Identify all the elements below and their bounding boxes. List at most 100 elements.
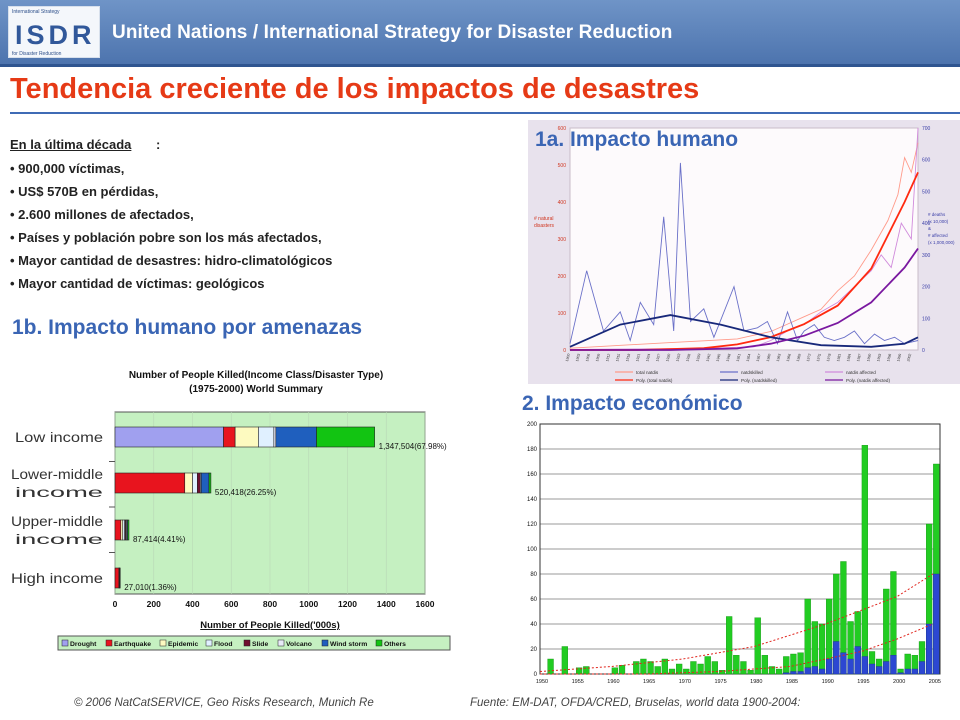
bar-economic <box>654 666 661 675</box>
y-right-tick-label: 300 <box>922 253 931 259</box>
y-tick-label: 140 <box>527 497 538 503</box>
legend-label: Poly. (total natdis) <box>636 378 673 383</box>
logo-caption-top: International Strategy <box>12 9 60 15</box>
bar-economic <box>811 621 818 675</box>
category-label: Upper-middle <box>11 514 103 529</box>
y-right-tick-label: 0 <box>922 348 925 354</box>
x-tick-label: 2000 <box>893 679 905 685</box>
human-impact-chart: 0 100 200 300 400 500 600 0 100 200 300 400 500 600 70… <box>534 126 955 383</box>
y-tick-label: 20 <box>530 647 537 653</box>
bullet-item: • 2.600 millones de afectados, <box>10 207 194 222</box>
bar-insured <box>854 646 861 675</box>
bar-economic <box>576 667 583 675</box>
legend-label: Drought <box>70 641 97 648</box>
category-label: Low income <box>15 430 103 445</box>
bar-economic <box>740 661 747 675</box>
y-tick-label: 80 <box>530 572 537 578</box>
y-right-axis-label: & <box>928 226 931 231</box>
bar-economic <box>547 658 554 675</box>
bar-economic <box>747 670 754 675</box>
x-tick-label: 1984 <box>846 353 852 362</box>
bar-insured <box>904 668 911 675</box>
legend-label: total natdis <box>636 370 659 375</box>
bar-segment <box>316 426 375 448</box>
x-tick-label: 1975 <box>714 679 726 685</box>
x-tick-label: 1996 <box>886 353 892 362</box>
bar-economic <box>783 656 790 675</box>
bar-segment <box>197 472 201 494</box>
y-left-tick-label: 500 <box>558 163 567 169</box>
bar-segment <box>114 426 224 448</box>
x-tick-label: 1921 <box>635 353 641 362</box>
bullet-item: • US$ 570B en pérdidas, <box>10 184 159 199</box>
trend-line-1 <box>540 623 934 675</box>
x-tick-label: 1955 <box>572 679 584 685</box>
x-tick-label: 1954 <box>746 353 752 362</box>
bar-insured <box>890 655 897 675</box>
y-right-tick-label: 100 <box>922 316 931 322</box>
economic-impact-chart: 0 20 40 60 80 100 120 140 160 180 200 1950 1955 1960 1… <box>527 422 941 685</box>
x-tick-label: 1960 <box>766 353 772 362</box>
x-tick-label: 1950 <box>536 679 548 685</box>
y-left-tick-label: 100 <box>558 311 567 317</box>
x-tick-label: 1927 <box>655 353 661 362</box>
x-tick-label: 1200 <box>338 599 357 609</box>
bar-insured <box>783 672 790 675</box>
legend-swatch <box>375 639 383 647</box>
y-left-tick-label: 0 <box>563 348 566 354</box>
x-tick-label: 1942 <box>706 353 712 362</box>
plot-area <box>569 127 919 351</box>
bar-segment <box>223 426 236 448</box>
y-tick-label: 200 <box>527 422 538 428</box>
y-right-axis-label: # deaths <box>928 212 946 217</box>
section-title-1b: 1b. Impacto humano por amenazas <box>12 316 363 339</box>
legend-swatch <box>205 639 213 647</box>
bullet-item: • 900,000 víctimas, <box>10 161 125 176</box>
bar-economic <box>768 666 776 675</box>
logo-caption-bottom: for Disaster Reduction <box>12 51 62 57</box>
x-tick-label: 1990 <box>822 679 834 685</box>
chart-title: (1975-2000) World Summary <box>189 384 323 395</box>
x-tick-label: 1957 <box>756 353 762 362</box>
x-tick-label: 1995 <box>857 679 869 685</box>
y-left-tick-label: 200 <box>558 274 567 280</box>
bar-economic <box>790 653 797 675</box>
bar-segment <box>114 472 186 494</box>
bar-insured <box>868 663 876 675</box>
bar-economic <box>761 655 768 675</box>
legend-label: Wind storm <box>330 641 367 648</box>
bar-segment <box>114 519 122 541</box>
legend-swatch <box>105 639 113 647</box>
bar-economic <box>647 661 654 675</box>
bar-economic <box>690 661 697 675</box>
legend-swatch <box>243 639 251 647</box>
x-tick-label: 0 <box>113 599 118 609</box>
header-bar: International Strategy ISDR for Disaster… <box>0 0 960 64</box>
bar-insured <box>811 666 818 675</box>
footer-source: Fuente: EM-DAT, OFDA/CRED, Bruselas, wor… <box>470 697 801 709</box>
y-right-tick-label: 200 <box>922 285 931 291</box>
x-tick-label: 1990 <box>866 353 872 362</box>
bar-economic <box>733 655 740 675</box>
y-tick-label: 0 <box>534 672 538 678</box>
y-left-tick-label: 600 <box>558 126 567 132</box>
x-tick-label: 1969 <box>796 353 802 362</box>
bar-segment <box>192 472 198 494</box>
legend-swatch <box>61 639 69 647</box>
y-right-axis-label: # affected <box>928 233 948 238</box>
category-label: Lower-middle <box>11 467 103 482</box>
x-tick-label: 1966 <box>786 353 792 362</box>
x-tick-label: 1924 <box>645 353 651 362</box>
bar-economic <box>711 661 718 675</box>
y-tick-label: 40 <box>530 622 537 628</box>
bar-economic <box>776 668 783 675</box>
footer-credit: © 2006 NatCatSERVICE, Geo Risks Research… <box>74 697 374 709</box>
x-tick-label: 1978 <box>826 353 832 362</box>
y-left-tick-label: 300 <box>558 237 567 243</box>
bar-segment <box>114 567 120 589</box>
legend-label: Others <box>384 641 406 648</box>
legend-label: natdis affected <box>846 370 876 375</box>
x-tick-label: 1918 <box>625 353 631 362</box>
x-tick-label: 1912 <box>605 353 611 362</box>
series-line-1 <box>569 162 919 345</box>
